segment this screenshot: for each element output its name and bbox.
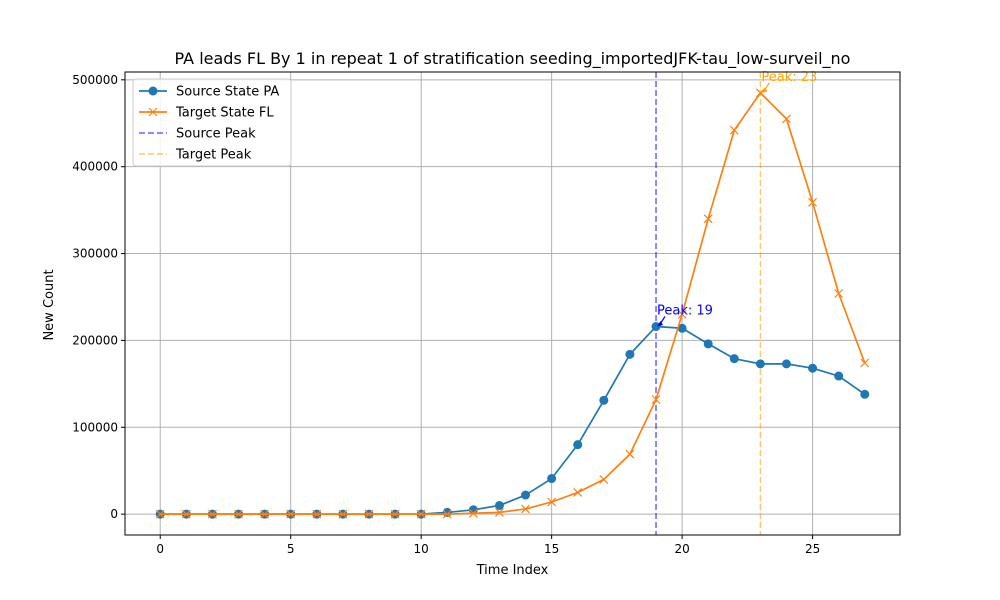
data-point [442, 507, 452, 517]
data-point [703, 339, 713, 349]
x-tick-label: 20 [674, 542, 689, 556]
data-point [442, 509, 452, 519]
y-tick-label: 400000 [72, 160, 118, 174]
annotations: Peak: 19 Peak: 23 [657, 70, 817, 327]
data-point [547, 497, 557, 507]
data-point [468, 508, 478, 518]
legend-entry: Target State FL [139, 106, 274, 121]
data-point [573, 440, 583, 450]
legend-label: Source Peak [176, 127, 256, 142]
chart-title: PA leads FL By 1 in repeat 1 of stratifi… [175, 49, 851, 69]
data-point [860, 358, 870, 368]
data-point [416, 509, 426, 519]
data-point [234, 509, 243, 519]
x-tick-label: 10 [414, 542, 429, 556]
data-point [729, 125, 739, 135]
legend-entry: Source Peak [139, 127, 256, 142]
data-point [834, 289, 844, 298]
legend-label: Target Peak [175, 148, 252, 163]
data-point [781, 359, 791, 369]
data-point [677, 323, 687, 333]
data-point [808, 363, 818, 373]
data-point [547, 474, 557, 484]
series-line [160, 91, 866, 516]
data-point [651, 395, 661, 404]
y-tick-label: 0 [110, 507, 118, 521]
data-point [207, 509, 217, 519]
data-point [155, 509, 165, 519]
annotation-label: Peak: 23 [761, 70, 817, 85]
data-point [286, 509, 296, 519]
data-point [782, 114, 791, 124]
plot-frame [124, 71, 901, 536]
annotation-label: Peak: 19 [657, 304, 713, 319]
data-point [599, 474, 609, 484]
x-tick-label: 0 [156, 542, 164, 556]
legend-label: Source State PA [176, 85, 279, 100]
data-point [521, 504, 530, 514]
data-point [599, 395, 609, 405]
data-point [834, 371, 844, 381]
legend-box [132, 78, 292, 167]
data-point [860, 389, 870, 399]
data-point [625, 449, 635, 459]
data-point [729, 354, 739, 364]
data-point [468, 505, 478, 515]
legend-label: Target State FL [175, 106, 274, 121]
x-tick-label: 15 [544, 542, 559, 556]
data-point [703, 214, 713, 224]
y-tick-label: 500000 [72, 73, 118, 87]
annotation-arrowhead [761, 87, 768, 93]
data-point [338, 509, 348, 519]
x-axis-label: Time Index [476, 563, 549, 578]
data-point [677, 309, 687, 319]
data-point [312, 509, 322, 519]
data-point [364, 509, 374, 519]
data-point [573, 488, 583, 497]
data-point [625, 349, 635, 359]
y-tick-label: 300000 [72, 247, 118, 261]
data-point [260, 509, 270, 519]
data-point [755, 359, 765, 369]
data-point [494, 500, 504, 510]
data-point [495, 507, 504, 517]
data-point [808, 197, 818, 207]
series-1 [155, 322, 870, 519]
annotation-arrowhead [657, 321, 664, 327]
legend-swatch-marker [148, 107, 158, 117]
y-axis-label: New Count [42, 269, 57, 340]
data-point [390, 509, 400, 519]
series-2 [155, 88, 870, 519]
legend-entry: Source State PA [139, 85, 279, 100]
legend-swatch-marker [148, 86, 158, 96]
x-tick-label: 5 [287, 542, 295, 556]
reference-lines [655, 72, 762, 535]
legend: Source State PA Target State FL Source Pea… [132, 78, 292, 167]
x-tick-label: 25 [805, 542, 820, 556]
data-point [651, 322, 661, 332]
y-tick-label: 200000 [72, 333, 118, 347]
series-layer [155, 88, 870, 519]
series-line [160, 325, 866, 516]
data-point [181, 509, 191, 519]
axis-ticks: 0 5 10 15 20 25 0 100000 200000 300000 400000 50000… [72, 73, 820, 556]
y-tick-label: 100000 [72, 420, 118, 434]
legend-entry: Target Peak [139, 148, 252, 163]
data-point [755, 88, 765, 98]
data-point [521, 490, 531, 500]
